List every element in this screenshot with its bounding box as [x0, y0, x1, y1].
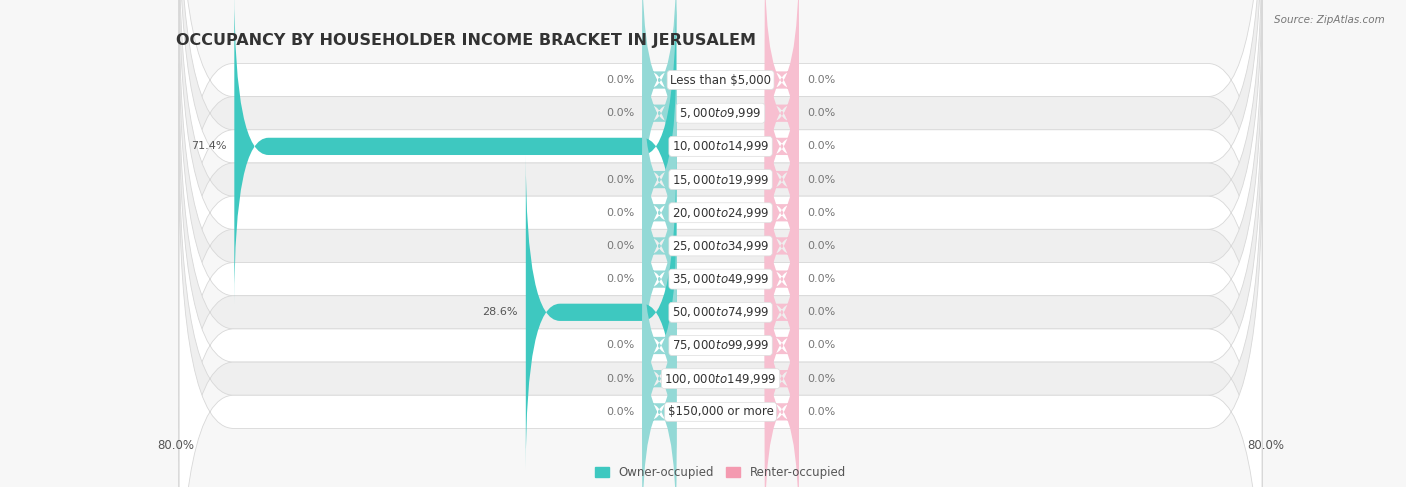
FancyBboxPatch shape: [643, 288, 676, 487]
FancyBboxPatch shape: [179, 130, 1263, 487]
FancyBboxPatch shape: [179, 0, 1263, 362]
FancyBboxPatch shape: [179, 30, 1263, 487]
FancyBboxPatch shape: [643, 255, 676, 487]
Text: 0.0%: 0.0%: [606, 174, 634, 185]
FancyBboxPatch shape: [765, 56, 799, 304]
FancyBboxPatch shape: [765, 0, 799, 204]
FancyBboxPatch shape: [765, 255, 799, 487]
Text: $75,000 to $99,999: $75,000 to $99,999: [672, 338, 769, 353]
Text: $100,000 to $149,999: $100,000 to $149,999: [665, 372, 776, 386]
FancyBboxPatch shape: [179, 96, 1263, 487]
Text: 0.0%: 0.0%: [807, 374, 835, 384]
Text: Source: ZipAtlas.com: Source: ZipAtlas.com: [1274, 15, 1385, 25]
Text: 0.0%: 0.0%: [807, 307, 835, 318]
FancyBboxPatch shape: [526, 155, 676, 469]
FancyBboxPatch shape: [765, 155, 799, 403]
Text: 0.0%: 0.0%: [606, 407, 634, 417]
Text: $25,000 to $34,999: $25,000 to $34,999: [672, 239, 769, 253]
Text: 0.0%: 0.0%: [606, 241, 634, 251]
FancyBboxPatch shape: [179, 0, 1263, 395]
Text: $15,000 to $19,999: $15,000 to $19,999: [672, 172, 769, 187]
FancyBboxPatch shape: [235, 0, 676, 304]
Text: 71.4%: 71.4%: [191, 141, 226, 151]
Text: 0.0%: 0.0%: [807, 274, 835, 284]
FancyBboxPatch shape: [643, 155, 676, 403]
Text: 0.0%: 0.0%: [606, 274, 634, 284]
FancyBboxPatch shape: [643, 56, 676, 304]
Text: 0.0%: 0.0%: [807, 174, 835, 185]
FancyBboxPatch shape: [765, 122, 799, 370]
FancyBboxPatch shape: [765, 222, 799, 469]
Legend: Owner-occupied, Renter-occupied: Owner-occupied, Renter-occupied: [591, 461, 851, 484]
Text: 0.0%: 0.0%: [807, 141, 835, 151]
Text: 0.0%: 0.0%: [606, 75, 634, 85]
FancyBboxPatch shape: [179, 0, 1263, 329]
FancyBboxPatch shape: [765, 22, 799, 270]
FancyBboxPatch shape: [179, 0, 1263, 429]
FancyBboxPatch shape: [179, 0, 1263, 462]
Text: $5,000 to $9,999: $5,000 to $9,999: [679, 106, 762, 120]
Text: $35,000 to $49,999: $35,000 to $49,999: [672, 272, 769, 286]
Text: $20,000 to $24,999: $20,000 to $24,999: [672, 206, 769, 220]
Text: 0.0%: 0.0%: [807, 407, 835, 417]
FancyBboxPatch shape: [179, 0, 1263, 487]
Text: 0.0%: 0.0%: [606, 108, 634, 118]
Text: 0.0%: 0.0%: [807, 208, 835, 218]
Text: OCCUPANCY BY HOUSEHOLDER INCOME BRACKET IN JERUSALEM: OCCUPANCY BY HOUSEHOLDER INCOME BRACKET …: [176, 33, 756, 48]
Text: 0.0%: 0.0%: [606, 340, 634, 351]
Text: $50,000 to $74,999: $50,000 to $74,999: [672, 305, 769, 319]
FancyBboxPatch shape: [179, 163, 1263, 487]
Text: $150,000 or more: $150,000 or more: [668, 405, 773, 418]
Text: Less than $5,000: Less than $5,000: [671, 74, 770, 87]
Text: $10,000 to $14,999: $10,000 to $14,999: [672, 139, 769, 153]
Text: 0.0%: 0.0%: [807, 340, 835, 351]
FancyBboxPatch shape: [765, 288, 799, 487]
Text: 0.0%: 0.0%: [807, 75, 835, 85]
FancyBboxPatch shape: [643, 89, 676, 337]
FancyBboxPatch shape: [765, 188, 799, 436]
FancyBboxPatch shape: [765, 0, 799, 237]
Text: 0.0%: 0.0%: [807, 108, 835, 118]
Text: 0.0%: 0.0%: [807, 241, 835, 251]
FancyBboxPatch shape: [643, 0, 676, 204]
FancyBboxPatch shape: [643, 222, 676, 469]
Text: 0.0%: 0.0%: [606, 374, 634, 384]
Text: 28.6%: 28.6%: [482, 307, 517, 318]
FancyBboxPatch shape: [179, 63, 1263, 487]
FancyBboxPatch shape: [765, 89, 799, 337]
Text: 0.0%: 0.0%: [606, 208, 634, 218]
FancyBboxPatch shape: [643, 0, 676, 237]
FancyBboxPatch shape: [643, 122, 676, 370]
